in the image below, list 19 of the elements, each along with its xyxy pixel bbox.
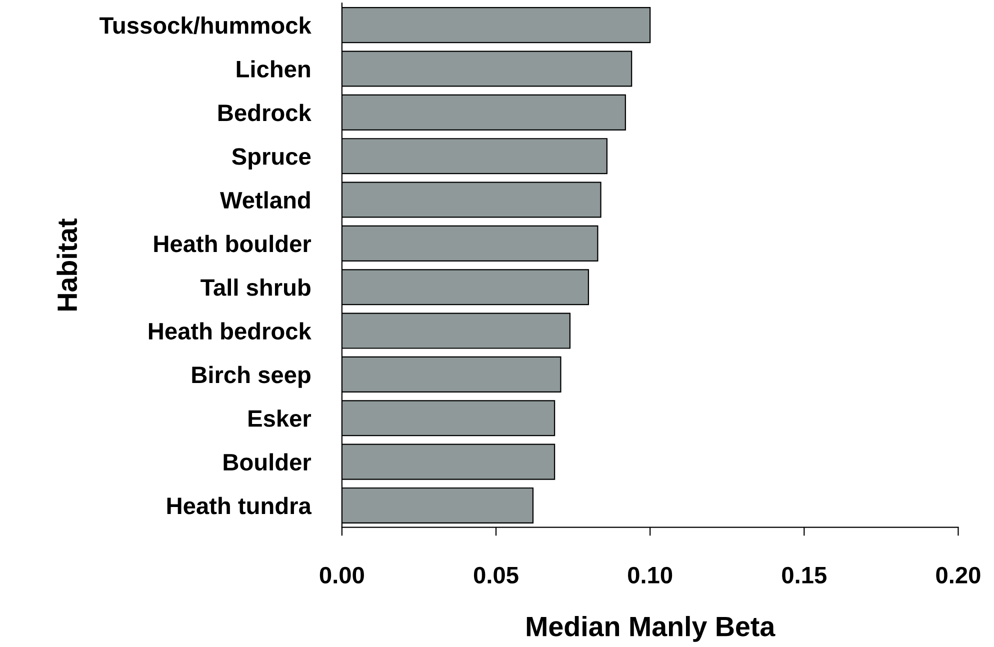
y-tick-label: Spruce: [232, 148, 311, 170]
x-tick-label: 0.20: [936, 566, 980, 584]
y-tick-label: Birch seep: [192, 366, 310, 388]
y-tick-label: Bedrock: [218, 104, 312, 122]
y-tick-label: Tussock/hummock: [100, 16, 312, 34]
y-tick-label: Heath bedrock: [148, 322, 312, 340]
y-tick-label: Wetland: [220, 191, 310, 209]
x-axis-title: Median Manly Beta: [526, 616, 776, 642]
y-tick-label: Lichen: [236, 60, 310, 78]
y-tick-label: Tall shrub: [200, 278, 310, 296]
x-tick-label: 0.05: [474, 566, 518, 584]
y-tick-label: Boulder: [224, 453, 312, 471]
x-tick-label: 0.15: [782, 566, 826, 584]
y-tick-label: Heath boulder: [154, 234, 312, 252]
x-tick-label: 0.00: [320, 566, 364, 584]
y-tick-label: Heath tundra: [167, 496, 312, 514]
y-tick-label: Esker: [248, 410, 312, 427]
y-axis-title: Habitat: [56, 218, 78, 310]
x-tick-label: 0.10: [628, 566, 672, 584]
